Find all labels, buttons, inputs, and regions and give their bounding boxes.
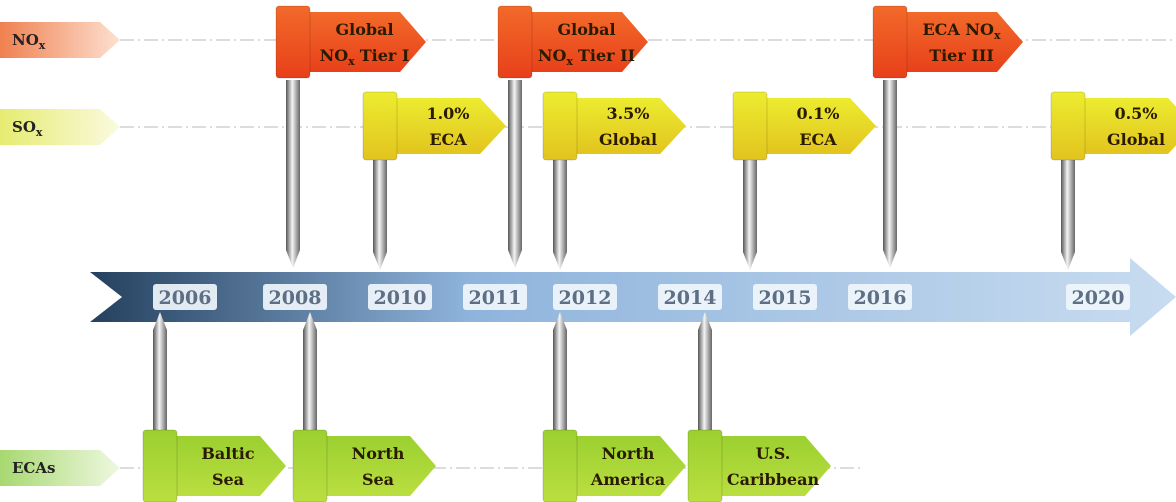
pin-body (286, 80, 300, 250)
pin-tip (743, 252, 757, 270)
flag-sleeve (543, 430, 577, 502)
label: Sea (362, 470, 394, 489)
subscript: x (36, 126, 43, 139)
pin-body (373, 158, 387, 252)
year-label: 2012 (559, 287, 612, 309)
flag (543, 92, 686, 160)
pin (883, 80, 897, 268)
year-label: 2015 (759, 287, 812, 309)
pin (553, 158, 567, 270)
subscript: x (348, 55, 355, 68)
pin-tip (883, 250, 897, 268)
pin (286, 80, 300, 268)
year-label: 2008 (269, 287, 322, 309)
pin (153, 312, 167, 432)
label: ECA (799, 130, 837, 149)
year-label: 2010 (374, 287, 427, 309)
flag (293, 430, 436, 502)
year-label: 2011 (469, 287, 522, 309)
label: NOx Tier II (538, 46, 635, 68)
pin (698, 312, 712, 432)
pin-body (553, 158, 567, 252)
timeline-diagram: NOxSOxECAsGlobalNOxTier IGlobalNOxTier I… (0, 0, 1176, 502)
row-label: ECAs (12, 459, 55, 477)
label: 1.0% (426, 104, 469, 123)
label: America (590, 470, 665, 489)
flag-sleeve (143, 430, 177, 502)
year-label: 2014 (664, 287, 717, 309)
flag-sleeve (733, 92, 767, 160)
pin-tip (373, 252, 387, 270)
flag-sleeve (363, 92, 397, 160)
year-label: 2006 (159, 287, 212, 309)
flag-sleeve (543, 92, 577, 160)
flag (1051, 92, 1176, 160)
pin-tip (553, 252, 567, 270)
pin (1061, 158, 1075, 270)
label: Caribbean (727, 470, 820, 489)
pin-body (883, 80, 897, 250)
label: 0.5% (1114, 104, 1157, 123)
subscript: x (994, 29, 1001, 42)
pin (508, 80, 522, 268)
label: North (352, 444, 405, 463)
background-layer (0, 22, 1176, 486)
flag-sleeve (276, 6, 310, 78)
label: 0.1% (796, 104, 839, 123)
pin-body (743, 158, 757, 252)
label: NOx Tier I (320, 46, 410, 68)
subscript: x (566, 55, 573, 68)
label: North (602, 444, 655, 463)
text-part: Tier I (360, 46, 410, 65)
subscript: x (39, 39, 46, 52)
flag (498, 6, 648, 78)
flag (363, 92, 506, 160)
pin (373, 158, 387, 270)
label: Tier III (929, 46, 994, 65)
year-label: 2016 (854, 287, 907, 309)
label: Global (557, 20, 615, 39)
pin-body (303, 330, 317, 432)
text-part: ECA NO (922, 20, 994, 39)
label: Sea (212, 470, 244, 489)
flag (873, 6, 1023, 78)
text-part: SO (12, 118, 36, 136)
pin-body (153, 330, 167, 432)
label: Global (335, 20, 393, 39)
pin (743, 158, 757, 270)
flag-sleeve (873, 6, 907, 78)
flag-sleeve (688, 430, 722, 502)
text-part: ECAs (12, 459, 55, 477)
flag (733, 92, 876, 160)
pin-tip (1061, 252, 1075, 270)
timeline-arrow (90, 258, 1176, 336)
text-part: NO (12, 31, 39, 49)
flag-sleeve (1051, 92, 1085, 160)
pin-tip (286, 250, 300, 268)
pin-body (553, 330, 567, 432)
label: Baltic (201, 444, 254, 463)
pin (553, 312, 567, 432)
pin-body (508, 80, 522, 250)
flag (688, 430, 831, 502)
pin-tip (508, 250, 522, 268)
label: Global (599, 130, 657, 149)
flag (143, 430, 286, 502)
year-label: 2020 (1072, 287, 1125, 309)
text-part: Tier II (578, 46, 635, 65)
text-part: NO (538, 46, 567, 65)
label: ECA NOx (922, 20, 1000, 42)
flag-sleeve (498, 6, 532, 78)
flag-sleeve (293, 430, 327, 502)
pin-body (698, 330, 712, 432)
text-part: NO (320, 46, 349, 65)
label: Global (1107, 130, 1165, 149)
pin-body (1061, 158, 1075, 252)
label: U.S. (756, 444, 791, 463)
label: 3.5% (606, 104, 649, 123)
flag (543, 430, 686, 502)
label: ECA (429, 130, 467, 149)
pin (303, 312, 317, 432)
